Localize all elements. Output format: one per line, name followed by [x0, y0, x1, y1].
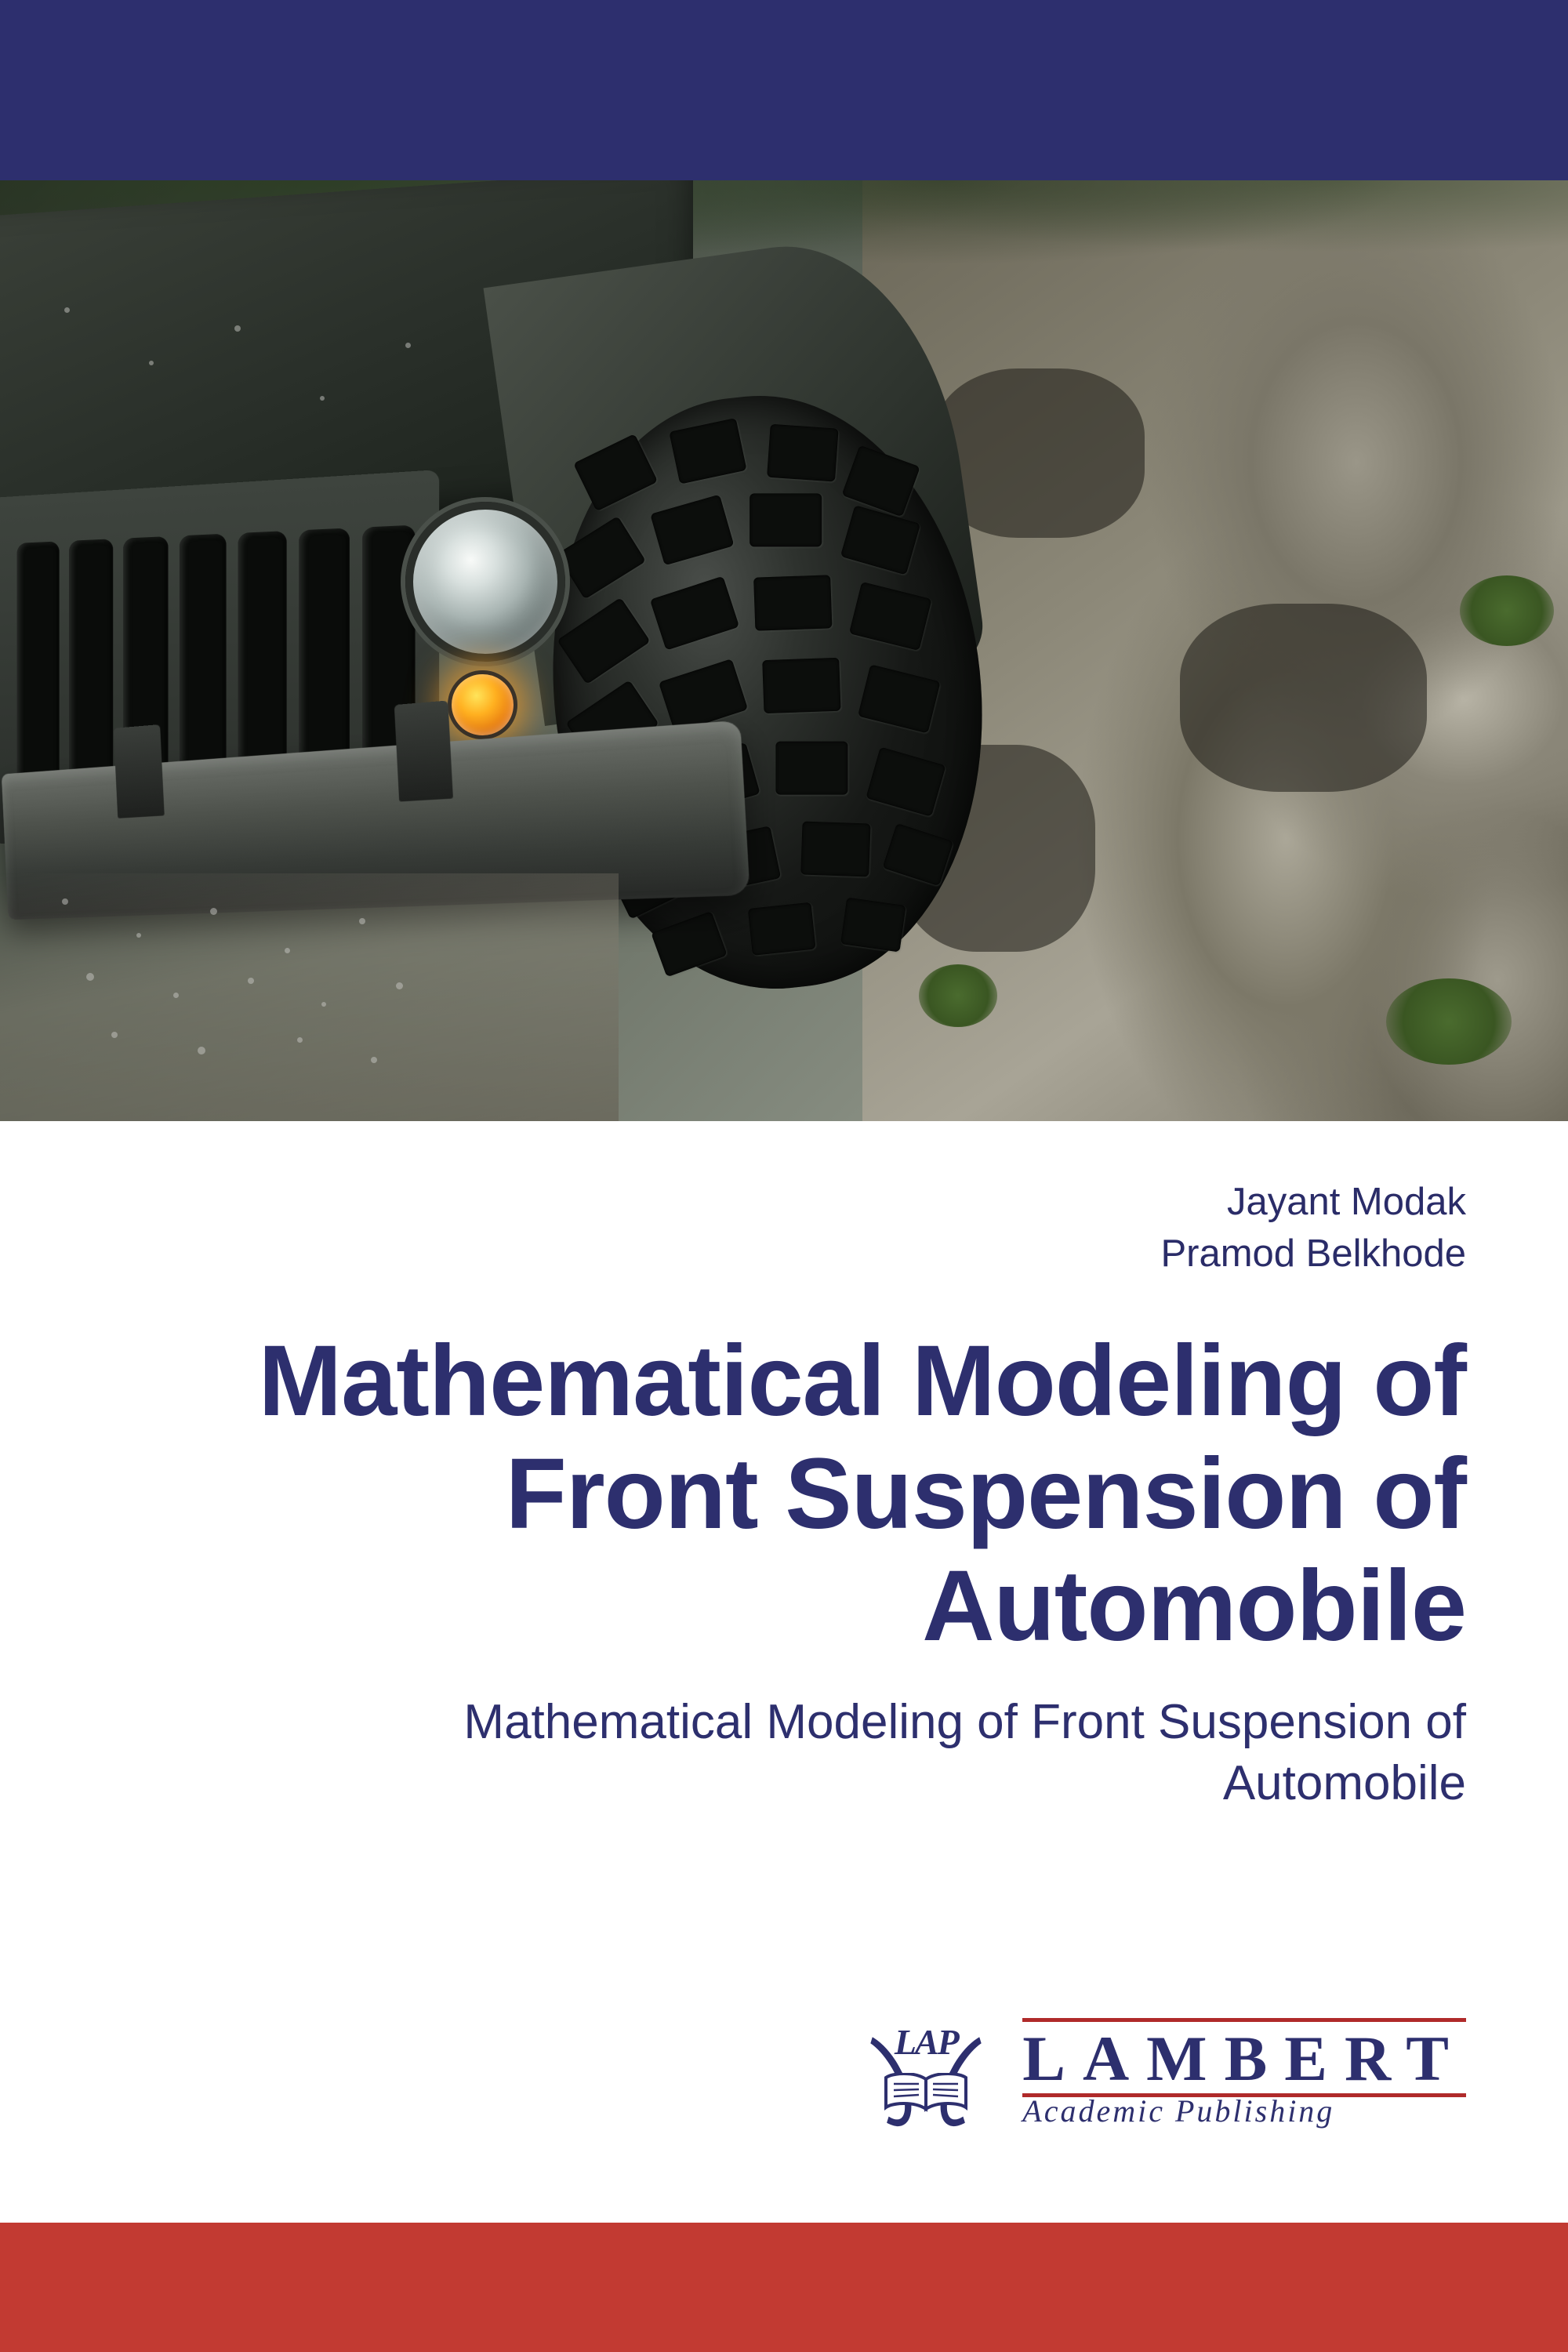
subtitle-line-2: Automobile	[102, 1753, 1466, 1814]
title-line-3: Automobile	[102, 1550, 1466, 1662]
book-subtitle: Mathematical Modeling of Front Suspensio…	[102, 1692, 1466, 1813]
text-content: Jayant Modak Pramod Belkhode Mathematica…	[0, 1121, 1568, 1813]
subtitle-line-1: Mathematical Modeling of Front Suspensio…	[102, 1692, 1466, 1753]
publisher-name-block: LAMBERT Academic Publishing	[1022, 2018, 1466, 2129]
author-names: Jayant Modak Pramod Belkhode	[102, 1176, 1466, 1279]
bottom-color-band	[0, 2223, 1568, 2352]
headlight-icon	[405, 502, 565, 662]
open-book-icon	[883, 2073, 969, 2117]
author-2: Pramod Belkhode	[102, 1228, 1466, 1279]
turn-signal-icon	[448, 670, 517, 739]
publisher-name: LAMBERT	[1022, 2022, 1466, 2092]
publisher-logo: LAP LAMBERT Academic Publishing	[851, 2015, 1466, 2132]
cover-photo	[0, 180, 1568, 1121]
lap-emblem-icon: LAP	[851, 2015, 1000, 2132]
author-1: Jayant Modak	[102, 1176, 1466, 1228]
vehicle	[0, 237, 1066, 1121]
mud-splash	[0, 873, 619, 1121]
lap-acronym: LAP	[895, 2021, 958, 2063]
title-line-2: Front Suspension of	[102, 1438, 1466, 1550]
top-color-band	[0, 0, 1568, 180]
publisher-tagline: Academic Publishing	[1022, 2092, 1466, 2129]
book-title: Mathematical Modeling of Front Suspensio…	[102, 1325, 1466, 1662]
title-line-1: Mathematical Modeling of	[102, 1325, 1466, 1437]
